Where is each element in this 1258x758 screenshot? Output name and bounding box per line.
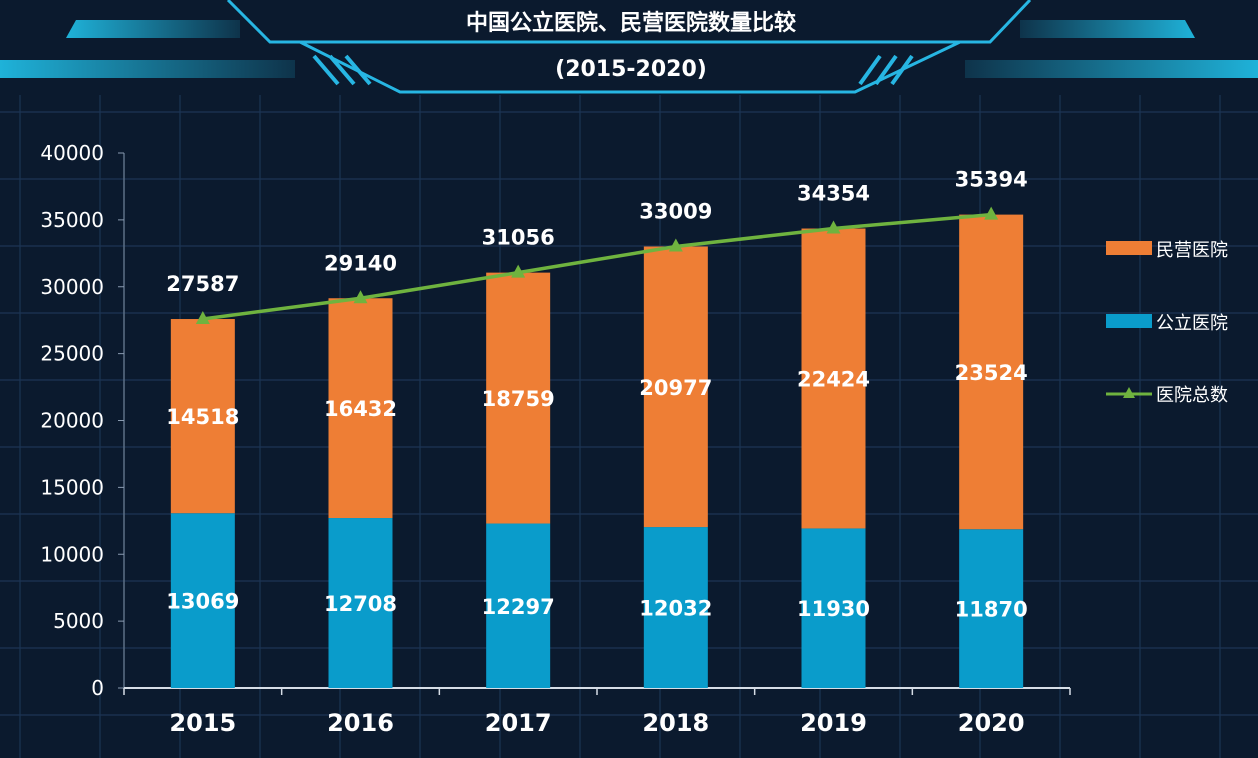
total-line-marker [195,311,210,325]
data-label-total: 34354 [797,182,870,206]
y-tick-label: 25000 [40,342,104,366]
title-frame-decoration [0,0,1258,94]
bar-public-hospitals [801,528,866,688]
legend: 民营医院 公立医院 医院总数 [1106,240,1228,406]
data-label-public: 12032 [639,597,712,621]
y-tick-labels: 0 5000 10000 15000 20000 25000 30000 35000 40000 [40,141,124,700]
legend-item-public: 公立医院 [1106,313,1228,334]
total-line [202,212,992,321]
data-label-total: 27587 [166,272,239,296]
legend-marker-total [1123,387,1135,398]
data-label-public: 11930 [797,597,870,621]
total-line-marker [511,264,526,278]
total-line-series [195,206,999,325]
data-label-private: 16432 [324,397,397,421]
legend-label-private: 民营医院 [1156,240,1228,261]
data-label-public: 12297 [482,595,555,619]
data-label-total: 35394 [955,168,1028,192]
chart-title: 中国公立医院、民营医院数量比较 [466,10,796,36]
x-tick-label: 2020 [958,709,1025,737]
legend-label-total: 医院总数 [1156,385,1228,406]
data-labels: 13069 14518 12708 16432 12297 18759 12032 20977… [166,168,1027,622]
bar-private-hospitals [801,228,866,529]
bar-private-hospitals [170,319,235,514]
chart-subtitle: (2015-2020) [555,57,707,82]
data-label-private: 18759 [482,387,555,411]
data-label-public: 13069 [166,590,239,614]
data-label-total: 29140 [324,251,397,275]
bar-private-hospitals [486,272,551,524]
y-tick-label: 15000 [40,475,104,499]
legend-swatch-public [1106,314,1152,328]
legend-item-private: 民营医院 [1106,240,1228,261]
y-tick-label: 40000 [40,141,104,165]
data-label-private: 14518 [166,405,239,429]
x-tick-labels: 2015 2016 2017 2018 2019 2020 [123,688,1071,737]
bar-private-hospitals [959,214,1024,530]
y-tick-label: 5000 [53,609,104,633]
x-tick-label: 2017 [485,709,552,737]
x-tick-label: 2016 [327,709,394,737]
x-tick-label: 2019 [800,709,867,737]
bar-private-hospitals [643,246,708,528]
y-tick-label: 30000 [40,275,104,299]
y-tick-label: 10000 [40,542,104,566]
total-line-marker [353,290,368,304]
total-line-marker [668,238,683,252]
bar-public-hospitals [328,518,393,688]
y-tick-label: 20000 [40,409,104,433]
data-label-total: 33009 [639,200,712,224]
bar-public-hospitals [959,529,1024,688]
x-tick-label: 2015 [169,709,236,737]
data-label-public: 11870 [955,598,1028,622]
bar-public-hospitals [170,513,235,688]
x-tick-label: 2018 [642,709,709,737]
bar-private-hospitals [328,298,393,519]
stacked-bars [170,214,1024,688]
data-label-private: 22424 [797,367,870,391]
legend-item-total: 医院总数 [1106,385,1228,406]
data-label-private: 23524 [955,361,1028,385]
legend-label-public: 公立医院 [1156,313,1228,334]
total-line-marker [826,220,841,234]
data-label-total: 31056 [482,226,555,250]
data-label-public: 12708 [324,592,397,616]
y-tick-label: 35000 [40,208,104,232]
y-tick-label: 0 [91,676,104,700]
bar-public-hospitals [643,527,708,688]
legend-swatch-private [1106,241,1152,255]
data-label-private: 20977 [639,376,712,400]
total-line-marker [984,206,999,220]
bar-public-hospitals [486,523,551,688]
